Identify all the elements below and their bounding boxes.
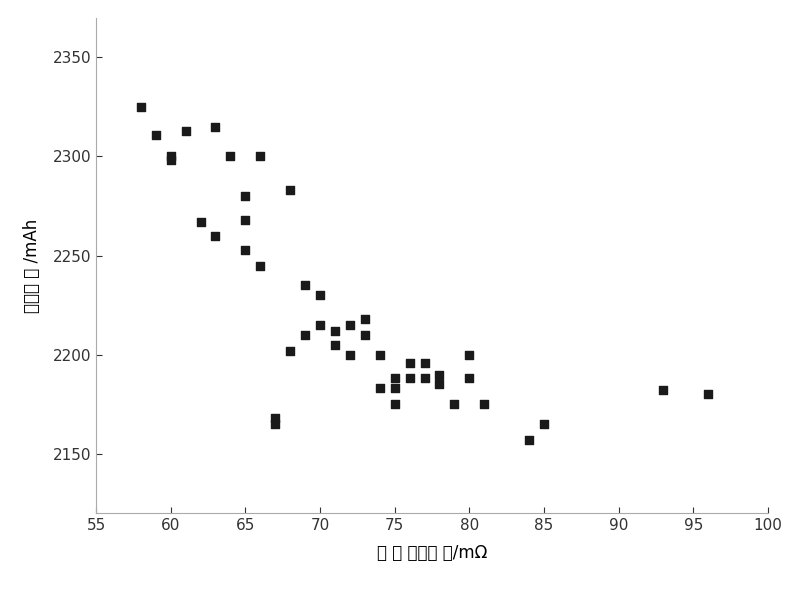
Point (224, 152, 237, 161)
Point (448, 399, 461, 409)
Point (239, 215, 252, 225)
Point (374, 350, 386, 359)
Point (314, 290, 326, 300)
Point (403, 358, 416, 368)
Point (164, 156, 177, 165)
Point (657, 386, 670, 395)
Point (538, 419, 550, 429)
Point (433, 370, 446, 379)
Point (194, 217, 207, 227)
Point (522, 435, 535, 445)
Point (478, 399, 490, 409)
Point (239, 191, 252, 201)
Point (298, 281, 311, 290)
Point (388, 384, 401, 393)
Point (284, 346, 297, 355)
Point (150, 130, 162, 139)
Point (343, 320, 356, 330)
Point (463, 374, 476, 384)
Point (254, 152, 266, 161)
Point (239, 245, 252, 254)
Point (358, 314, 371, 324)
Point (433, 380, 446, 389)
Point (269, 414, 282, 423)
Point (134, 102, 147, 112)
Point (702, 389, 714, 399)
Point (463, 350, 476, 359)
Y-axis label: 放电容 量 /mAh: 放电容 量 /mAh (23, 218, 42, 313)
Point (388, 399, 401, 409)
Point (374, 384, 386, 393)
Point (343, 350, 356, 359)
Point (418, 374, 431, 384)
Point (358, 330, 371, 340)
Point (329, 326, 342, 336)
Point (284, 185, 297, 195)
Point (314, 320, 326, 330)
Point (403, 374, 416, 384)
Point (418, 358, 431, 368)
Point (254, 261, 266, 270)
Point (209, 231, 222, 241)
Point (179, 126, 192, 136)
Point (209, 122, 222, 132)
Point (164, 152, 177, 161)
Point (388, 374, 401, 384)
Point (329, 340, 342, 349)
Point (269, 419, 282, 429)
Point (298, 330, 311, 340)
X-axis label: 直 流 放电内 阱/mΩ: 直 流 放电内 阱/mΩ (377, 544, 487, 562)
